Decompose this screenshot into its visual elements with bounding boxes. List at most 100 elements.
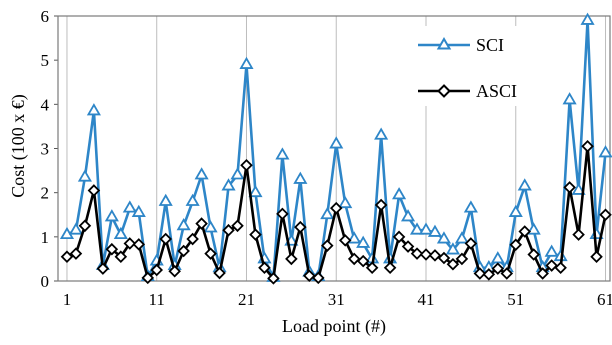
data-point-asci <box>87 184 101 197</box>
data-point-asci <box>482 268 496 281</box>
data-point-asci <box>222 223 235 237</box>
data-point-asci <box>347 252 361 266</box>
data-point-asci <box>428 249 442 262</box>
legend-background <box>404 26 530 106</box>
data-point-sci <box>580 12 595 25</box>
data-point-asci <box>410 247 424 260</box>
data-point-asci <box>303 269 316 282</box>
data-point-sci <box>436 231 452 244</box>
data-point-asci <box>536 267 549 280</box>
data-point-sci <box>427 224 443 237</box>
y-tick-label: 3 <box>41 140 50 159</box>
x-tick-label: 51 <box>507 290 524 309</box>
data-point-sci <box>104 209 119 222</box>
legend-asci-marker <box>437 84 451 98</box>
data-point-asci <box>231 219 244 233</box>
data-point-sci <box>356 235 371 248</box>
data-point-sci <box>113 226 128 240</box>
data-point-sci <box>329 136 344 149</box>
data-point-asci <box>401 240 415 253</box>
data-point-sci <box>400 209 416 222</box>
data-point-sci <box>77 169 92 182</box>
data-point-asci <box>419 248 433 261</box>
data-point-asci <box>383 261 397 275</box>
data-point-sci <box>239 56 254 69</box>
data-point-asci <box>213 266 226 280</box>
data-point-asci <box>96 262 110 275</box>
data-point-sci <box>86 103 101 116</box>
data-point-asci <box>276 207 289 221</box>
data-point-asci <box>554 261 567 275</box>
plot-frame <box>57 15 611 282</box>
data-point-asci <box>590 250 603 263</box>
data-point-sci <box>293 171 308 184</box>
data-point-asci <box>114 250 128 263</box>
data-point-sci <box>185 193 200 206</box>
data-point-asci <box>392 230 406 244</box>
data-point-asci <box>446 257 460 271</box>
axes <box>54 15 611 282</box>
data-point-sci <box>490 251 505 264</box>
data-point-asci <box>356 254 370 268</box>
data-point-asci <box>374 198 388 212</box>
x-tick-label: 1 <box>63 290 72 309</box>
data-point-asci <box>141 271 155 285</box>
data-point-asci <box>105 242 119 256</box>
data-point-asci <box>329 201 343 215</box>
data-point-asci <box>294 220 307 234</box>
data-point-sci <box>445 242 460 255</box>
data-point-sci <box>517 178 532 191</box>
data-point-sci <box>230 167 245 180</box>
legend-sci-label: SCI <box>476 35 504 55</box>
data-point-asci <box>320 239 334 252</box>
series-asci <box>60 140 612 285</box>
legend: SCI ASCI <box>404 26 530 106</box>
data-point-asci <box>581 140 594 153</box>
data-point-sci <box>526 222 541 235</box>
x-axis-title: Load point (#) <box>282 316 386 337</box>
data-point-asci <box>258 261 271 275</box>
data-point-sci <box>320 206 335 220</box>
data-point-asci <box>338 234 352 247</box>
data-point-sci <box>392 187 407 200</box>
x-tick-label: 21 <box>238 290 255 309</box>
data-point-asci <box>491 262 505 275</box>
data-point-sci <box>508 204 523 217</box>
y-axis-title: Cost (100 x €) <box>8 94 29 198</box>
y-tick-label: 4 <box>41 95 50 114</box>
x-tick-label: 31 <box>328 290 345 309</box>
data-point-asci <box>527 248 540 261</box>
data-point-sci <box>122 200 137 213</box>
data-point-sci <box>338 195 353 209</box>
data-point-asci <box>204 247 217 260</box>
data-point-asci <box>123 237 137 250</box>
x-tick-label: 11 <box>149 290 165 309</box>
data-point-asci <box>365 261 379 275</box>
data-point-sci <box>562 92 577 105</box>
x-tick-label: 61 <box>597 290 612 309</box>
legend-asci-label: ASCI <box>476 81 517 101</box>
data-point-asci <box>69 247 83 260</box>
data-point-sci <box>203 220 218 233</box>
data-point-sci <box>131 204 146 217</box>
data-point-asci <box>78 219 92 233</box>
y-tick-label: 1 <box>41 228 50 247</box>
legend-item-sci: SCI <box>418 35 504 55</box>
data-point-asci <box>572 228 585 241</box>
data-point-asci <box>509 238 523 252</box>
data-point-sci <box>374 127 389 140</box>
data-point-asci <box>599 208 612 222</box>
data-point-sci <box>347 231 362 244</box>
x-tick-label: 41 <box>418 290 435 309</box>
data-point-asci <box>150 263 164 277</box>
data-point-asci <box>285 252 298 266</box>
data-point-asci <box>132 238 146 251</box>
data-point-asci <box>168 265 181 278</box>
data-point-asci <box>545 259 558 272</box>
data-point-sci <box>463 200 478 213</box>
data-point-asci <box>249 228 262 241</box>
data-point-asci <box>464 237 478 250</box>
